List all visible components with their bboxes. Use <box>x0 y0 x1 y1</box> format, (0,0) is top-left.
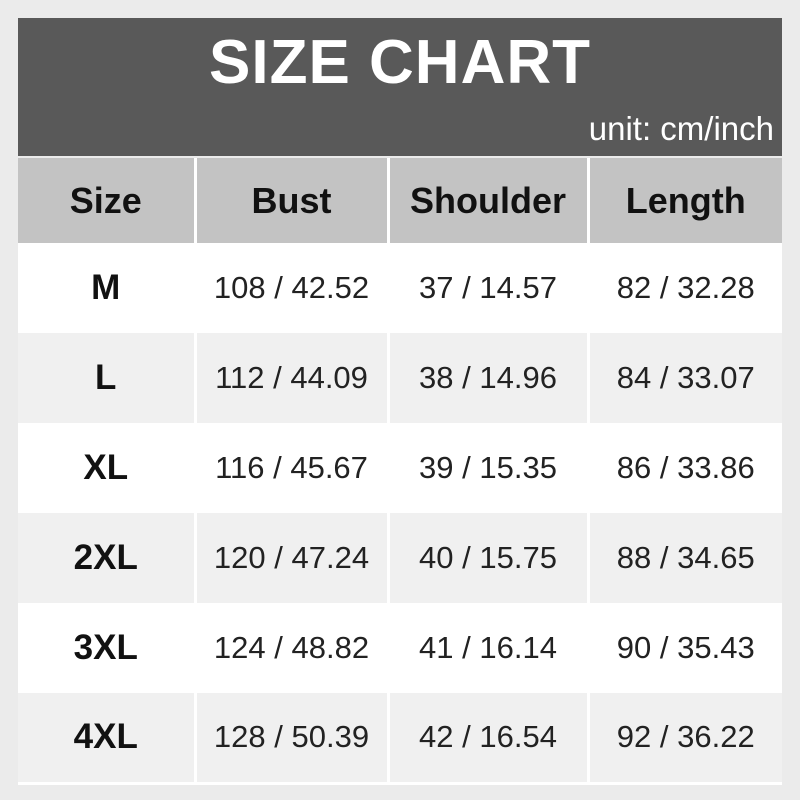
size-chart-page: SIZE CHART unit: cm/inch Size Bust Shoul… <box>18 18 782 785</box>
cell-size: 4XL <box>18 693 195 785</box>
table-row: 4XL 128 / 50.39 42 / 16.54 92 / 36.22 <box>18 693 782 785</box>
cell-length: 82 / 32.28 <box>586 243 782 333</box>
cell-bust: 116 / 45.67 <box>193 423 388 513</box>
cell-bust: 124 / 48.82 <box>193 603 388 693</box>
cell-length: 88 / 34.65 <box>586 513 782 603</box>
table-header-row: Size Bust Shoulder Length <box>18 158 782 243</box>
cell-length: 86 / 33.86 <box>586 423 782 513</box>
size-table: Size Bust Shoulder Length M 108 / 42.52 37… <box>18 158 782 785</box>
cell-bust: 108 / 42.52 <box>193 243 388 333</box>
cell-shoulder: 37 / 14.57 <box>386 243 588 333</box>
cell-length: 90 / 35.43 <box>586 603 782 693</box>
cell-size: 3XL <box>73 628 138 667</box>
table-row: 3XL 124 / 48.82 41 / 16.14 90 / 35.43 <box>18 603 782 693</box>
banner: SIZE CHART unit: cm/inch <box>18 18 782 156</box>
cell-shoulder: 41 / 16.14 <box>386 603 588 693</box>
column-header-length: Length <box>586 158 782 243</box>
cell-size: XL <box>83 448 129 487</box>
table-row: 2XL 120 / 47.24 40 / 15.75 88 / 34.65 <box>18 513 782 603</box>
cell-shoulder: 42 / 16.54 <box>386 693 588 785</box>
table-row: XL 116 / 45.67 39 / 15.35 86 / 33.86 <box>18 423 782 513</box>
cell-length: 84 / 33.07 <box>586 333 782 423</box>
cell-bust: 112 / 44.09 <box>193 333 388 423</box>
cell-shoulder: 39 / 15.35 <box>386 423 588 513</box>
table-row: L 112 / 44.09 38 / 14.96 84 / 33.07 <box>18 333 782 423</box>
column-header-shoulder: Shoulder <box>386 158 588 243</box>
cell-size: M <box>91 268 121 307</box>
column-header-size: Size <box>18 158 195 243</box>
cell-length: 92 / 36.22 <box>586 693 782 785</box>
cell-shoulder: 38 / 14.96 <box>386 333 588 423</box>
cell-bust: 120 / 47.24 <box>193 513 388 603</box>
cell-size: 2XL <box>73 538 138 577</box>
column-header-bust: Bust <box>193 158 388 243</box>
unit-label: unit: cm/inch <box>588 110 774 147</box>
page-title: SIZE CHART <box>209 28 591 97</box>
cell-size: L <box>95 358 117 397</box>
cell-bust: 128 / 50.39 <box>193 693 388 785</box>
table-row: M 108 / 42.52 37 / 14.57 82 / 32.28 <box>18 243 782 333</box>
cell-shoulder: 40 / 15.75 <box>386 513 588 603</box>
